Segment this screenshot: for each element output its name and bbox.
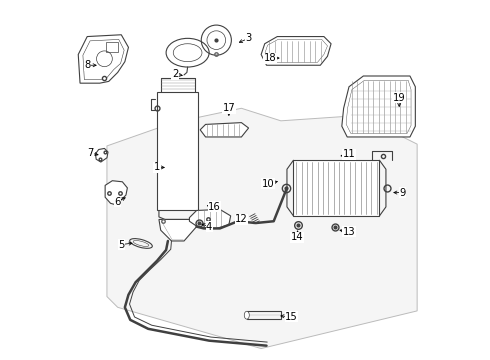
- Polygon shape: [261, 37, 331, 65]
- Text: 14: 14: [291, 232, 303, 242]
- Text: 18: 18: [264, 53, 276, 63]
- Text: 11: 11: [343, 149, 355, 159]
- Text: 2: 2: [172, 69, 178, 79]
- Polygon shape: [294, 160, 379, 216]
- Bar: [247, 311, 281, 319]
- Polygon shape: [159, 220, 196, 241]
- Text: 8: 8: [84, 60, 90, 70]
- Text: 5: 5: [118, 239, 124, 249]
- Text: 16: 16: [208, 202, 221, 212]
- Polygon shape: [342, 76, 416, 137]
- Bar: [106, 42, 119, 52]
- Text: 12: 12: [235, 215, 248, 224]
- Polygon shape: [190, 210, 231, 228]
- Text: 19: 19: [393, 93, 406, 103]
- Text: 17: 17: [222, 103, 235, 113]
- Polygon shape: [78, 35, 128, 83]
- Text: 13: 13: [343, 227, 355, 237]
- Polygon shape: [200, 123, 248, 137]
- Polygon shape: [107, 108, 417, 348]
- Text: 3: 3: [245, 33, 252, 43]
- Polygon shape: [96, 148, 108, 162]
- Ellipse shape: [245, 311, 249, 319]
- Text: 7: 7: [88, 148, 94, 158]
- Polygon shape: [157, 92, 198, 211]
- Text: 4: 4: [206, 222, 212, 231]
- Text: 10: 10: [262, 179, 274, 189]
- Text: 15: 15: [285, 312, 298, 322]
- Text: 9: 9: [400, 188, 406, 198]
- Text: 1: 1: [154, 162, 160, 172]
- Bar: [160, 110, 196, 144]
- Bar: [160, 148, 196, 182]
- Text: 6: 6: [115, 197, 121, 207]
- Polygon shape: [105, 181, 127, 205]
